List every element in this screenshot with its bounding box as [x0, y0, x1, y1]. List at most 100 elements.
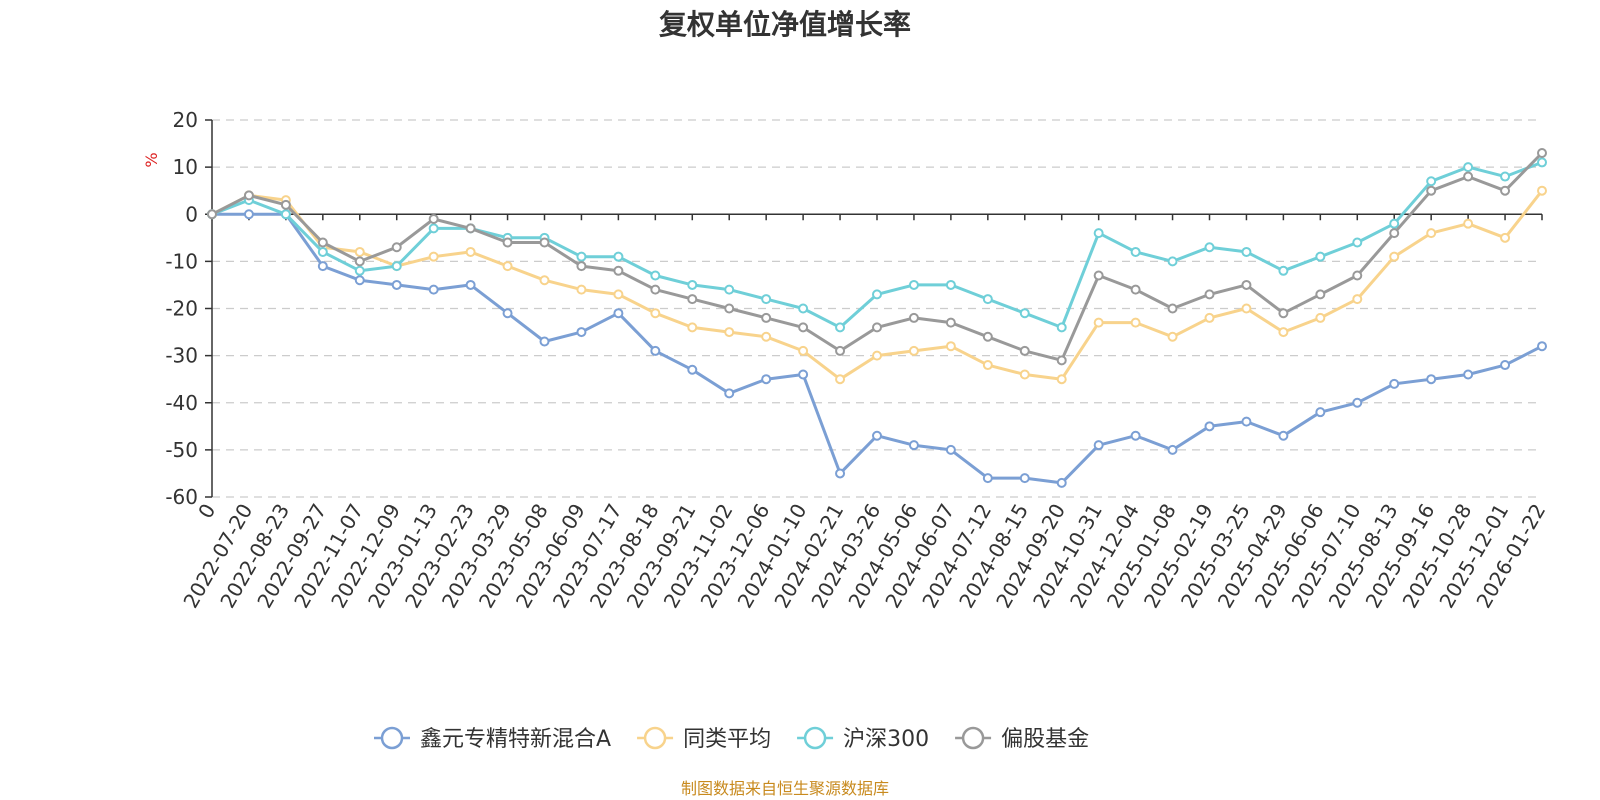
data-point[interactable] [317, 261, 328, 272]
data-point[interactable] [576, 284, 587, 295]
data-point[interactable] [428, 223, 439, 234]
data-point[interactable] [465, 279, 476, 290]
data-point[interactable] [1241, 246, 1252, 257]
data-point[interactable] [908, 440, 919, 451]
data-point[interactable] [354, 246, 365, 257]
data-point[interactable] [761, 331, 772, 342]
data-point[interactable] [1463, 162, 1474, 173]
data-point[interactable] [243, 190, 254, 201]
data-point[interactable] [687, 279, 698, 290]
data-point[interactable] [1500, 185, 1511, 196]
data-point[interactable] [650, 270, 661, 281]
data-point[interactable] [761, 294, 772, 305]
data-point[interactable] [1093, 270, 1104, 281]
data-point[interactable] [428, 284, 439, 295]
data-point[interactable] [1389, 228, 1400, 239]
data-point[interactable] [354, 256, 365, 267]
legend-item[interactable]: 同类平均 [637, 726, 771, 752]
data-point[interactable] [687, 294, 698, 305]
data-point[interactable] [354, 265, 365, 276]
data-point[interactable] [1204, 421, 1215, 432]
data-point[interactable] [724, 388, 735, 399]
data-point[interactable] [650, 345, 661, 356]
legend-item[interactable]: 鑫元专精特新混合A [374, 726, 611, 752]
data-point[interactable] [1093, 317, 1104, 328]
data-point[interactable] [872, 289, 882, 300]
data-point[interactable] [1167, 331, 1178, 342]
data-point[interactable] [1500, 171, 1511, 182]
data-point[interactable] [1056, 477, 1067, 488]
data-point[interactable] [1130, 317, 1141, 328]
data-point[interactable] [428, 251, 439, 262]
data-point[interactable] [1278, 308, 1289, 319]
data-point[interactable] [1537, 185, 1547, 196]
data-point[interactable] [243, 209, 254, 220]
data-point[interactable] [1204, 312, 1215, 323]
data-point[interactable] [1056, 322, 1067, 333]
data-point[interactable] [835, 468, 846, 479]
data-point[interactable] [982, 473, 993, 484]
data-point[interactable] [1500, 232, 1511, 243]
data-point[interactable] [1315, 312, 1326, 323]
data-point[interactable] [1167, 256, 1178, 267]
data-point[interactable] [465, 246, 476, 257]
data-point[interactable] [317, 246, 328, 257]
data-point[interactable] [798, 369, 809, 380]
data-point[interactable] [798, 345, 809, 356]
data-point[interactable] [1426, 176, 1437, 187]
data-point[interactable] [1093, 228, 1104, 239]
data-point[interactable] [945, 317, 956, 328]
data-point[interactable] [1056, 355, 1067, 366]
data-point[interactable] [650, 308, 661, 319]
data-point[interactable] [502, 261, 513, 272]
data-point[interactable] [1389, 218, 1400, 229]
data-point[interactable] [1426, 228, 1437, 239]
data-point[interactable] [1167, 444, 1178, 455]
data-point[interactable] [576, 251, 587, 262]
data-point[interactable] [613, 265, 624, 276]
data-point[interactable] [908, 279, 919, 290]
data-point[interactable] [1389, 251, 1400, 262]
data-point[interactable] [207, 209, 217, 220]
data-point[interactable] [761, 374, 772, 385]
data-point[interactable] [1130, 430, 1141, 441]
legend-item[interactable]: 沪深300 [797, 726, 929, 752]
data-point[interactable] [280, 209, 291, 220]
data-point[interactable] [1389, 378, 1400, 389]
data-point[interactable] [465, 223, 476, 234]
data-point[interactable] [539, 275, 550, 286]
data-point[interactable] [761, 312, 772, 323]
data-point[interactable] [872, 322, 882, 333]
data-point[interactable] [1426, 374, 1437, 385]
data-point[interactable] [1537, 157, 1547, 168]
data-point[interactable] [1204, 289, 1215, 300]
data-point[interactable] [1352, 270, 1363, 281]
data-point[interactable] [613, 308, 624, 319]
data-point[interactable] [724, 284, 735, 295]
data-point[interactable] [1241, 416, 1252, 427]
data-point[interactable] [908, 312, 919, 323]
data-point[interactable] [613, 251, 624, 262]
data-point[interactable] [945, 444, 956, 455]
data-point[interactable] [1352, 294, 1363, 305]
data-point[interactable] [280, 199, 291, 210]
data-point[interactable] [1463, 218, 1474, 229]
data-point[interactable] [872, 430, 882, 441]
data-point[interactable] [798, 303, 809, 314]
data-point[interactable] [576, 327, 587, 338]
data-point[interactable] [354, 275, 365, 286]
data-point[interactable] [1537, 341, 1547, 352]
data-point[interactable] [945, 279, 956, 290]
data-point[interactable] [613, 289, 624, 300]
data-point[interactable] [908, 345, 919, 356]
data-point[interactable] [1204, 242, 1215, 253]
data-point[interactable] [1241, 303, 1252, 314]
data-point[interactable] [502, 308, 513, 319]
data-point[interactable] [1019, 473, 1030, 484]
data-point[interactable] [1352, 237, 1363, 248]
data-point[interactable] [687, 364, 698, 375]
data-point[interactable] [391, 261, 402, 272]
data-point[interactable] [1315, 289, 1326, 300]
data-point[interactable] [1278, 430, 1289, 441]
data-point[interactable] [1093, 440, 1104, 451]
